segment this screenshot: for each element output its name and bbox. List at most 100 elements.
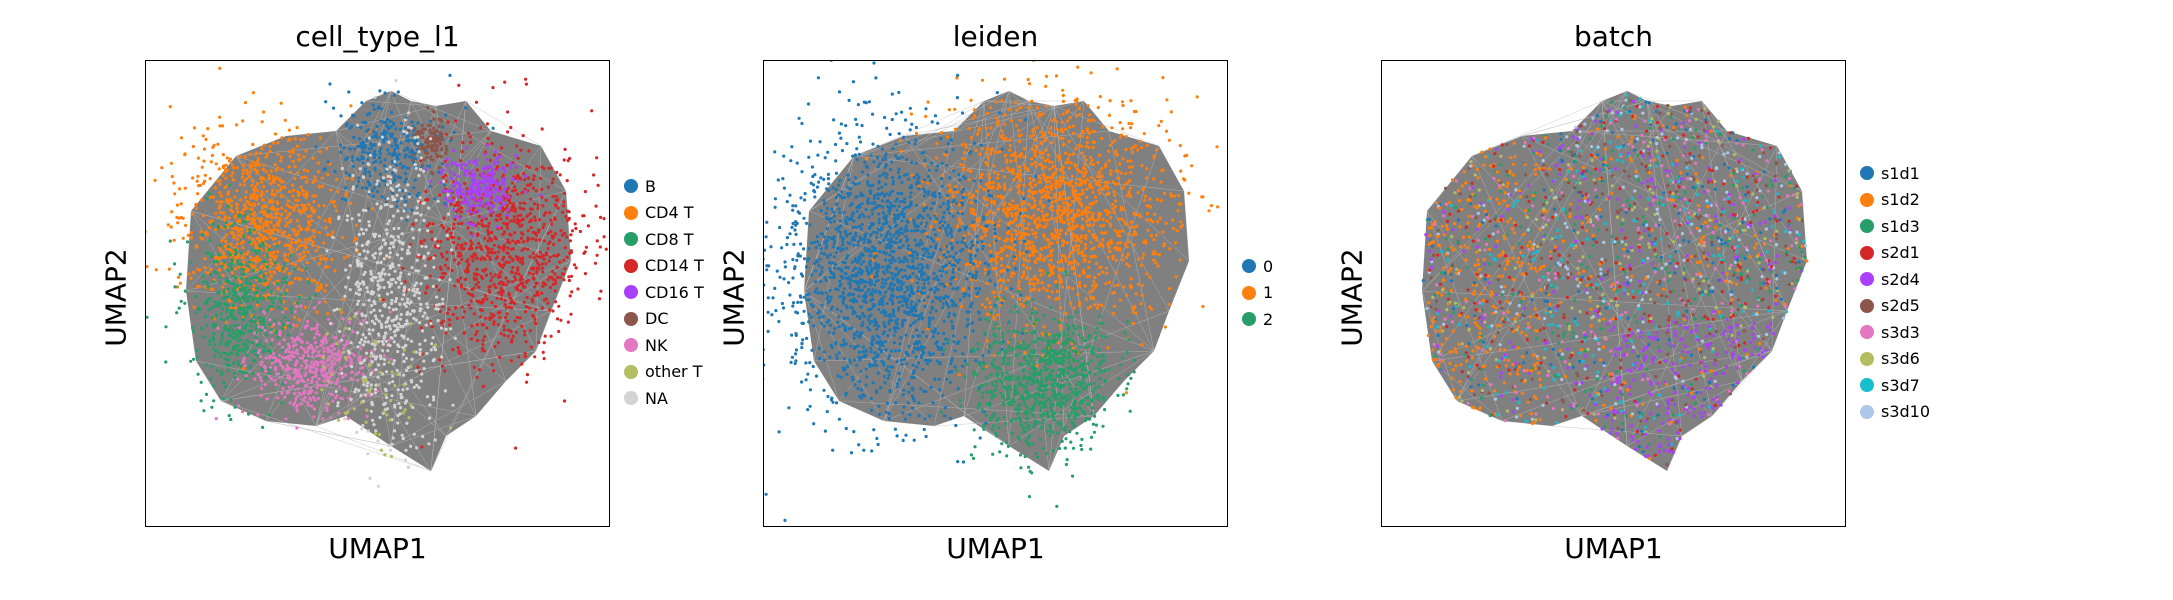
data-point	[265, 152, 269, 157]
data-point	[1154, 148, 1158, 152]
data-point	[514, 153, 518, 158]
data-point	[239, 300, 243, 304]
data-point	[146, 265, 149, 269]
data-point	[1132, 226, 1136, 230]
data-point	[985, 365, 989, 369]
data-point	[233, 256, 237, 260]
data-point	[258, 245, 262, 249]
data-point	[296, 387, 300, 391]
data-point	[357, 388, 361, 392]
data-point	[189, 276, 193, 280]
data-point	[416, 135, 420, 139]
data-point	[1134, 311, 1138, 315]
data-point	[522, 300, 526, 304]
data-point	[271, 200, 275, 204]
data-point	[257, 296, 261, 301]
data-point	[338, 329, 342, 334]
data-point	[434, 245, 438, 249]
data-point	[378, 89, 382, 93]
data-point	[345, 218, 349, 222]
data-point	[252, 231, 257, 235]
data-point	[473, 196, 477, 200]
data-point	[552, 234, 556, 239]
data-point	[229, 324, 233, 328]
data-point	[243, 376, 248, 380]
data-point	[234, 317, 238, 321]
data-point	[389, 336, 393, 340]
data-point	[399, 271, 403, 275]
data-point	[325, 332, 329, 336]
data-point	[270, 338, 274, 342]
data-point	[268, 257, 272, 262]
data-point	[294, 406, 298, 410]
data-point	[293, 233, 298, 237]
data-point	[291, 150, 295, 154]
data-point	[407, 125, 411, 129]
data-point	[306, 319, 310, 323]
data-point	[449, 327, 453, 331]
data-point	[340, 197, 344, 201]
data-point	[335, 379, 339, 383]
data-point	[531, 237, 535, 241]
data-point	[481, 299, 485, 303]
data-point	[413, 163, 417, 167]
data-point	[386, 349, 390, 353]
data-point	[425, 224, 430, 228]
data-point	[248, 329, 252, 333]
data-point	[488, 182, 492, 186]
data-point	[463, 181, 467, 186]
data-point	[336, 404, 340, 408]
data-point	[574, 266, 578, 270]
data-point	[271, 237, 275, 241]
data-point	[206, 283, 210, 287]
data-point	[1053, 195, 1057, 199]
data-point	[251, 142, 255, 147]
data-point	[1026, 232, 1031, 237]
data-point	[284, 307, 288, 311]
data-point	[1106, 242, 1110, 246]
data-point	[1113, 228, 1117, 232]
data-point	[292, 205, 296, 210]
data-point	[227, 330, 231, 334]
data-point	[1018, 140, 1022, 144]
data-point	[421, 136, 425, 140]
data-point	[344, 268, 348, 272]
data-point	[429, 179, 433, 183]
data-point	[283, 252, 287, 256]
data-point	[1127, 232, 1131, 236]
data-point	[540, 306, 544, 310]
data-point	[415, 139, 419, 143]
data-point	[460, 166, 464, 170]
data-point	[958, 162, 962, 166]
data-point	[318, 136, 322, 140]
data-point	[242, 207, 246, 211]
data-point	[258, 151, 263, 155]
data-point	[317, 286, 321, 290]
data-point	[554, 195, 558, 199]
data-point	[994, 234, 998, 238]
data-point	[303, 238, 307, 242]
data-point	[245, 353, 249, 357]
data-point	[297, 375, 301, 379]
data-point	[422, 238, 426, 242]
data-point	[236, 259, 240, 263]
data-point	[419, 302, 423, 307]
data-point	[205, 271, 209, 275]
data-point	[240, 410, 245, 414]
data-point	[501, 263, 505, 267]
data-point	[377, 234, 381, 238]
data-point	[253, 377, 257, 381]
data-point	[357, 232, 361, 237]
data-point	[241, 268, 245, 272]
data-point	[411, 150, 415, 154]
data-point	[351, 187, 355, 191]
data-point	[584, 245, 588, 249]
data-point	[361, 423, 365, 428]
data-point	[428, 403, 432, 407]
data-point	[446, 199, 450, 203]
data-point	[1062, 175, 1066, 179]
data-point	[972, 108, 977, 112]
data-point	[387, 443, 391, 447]
graph-edge	[540, 145, 567, 192]
data-point	[513, 188, 517, 192]
